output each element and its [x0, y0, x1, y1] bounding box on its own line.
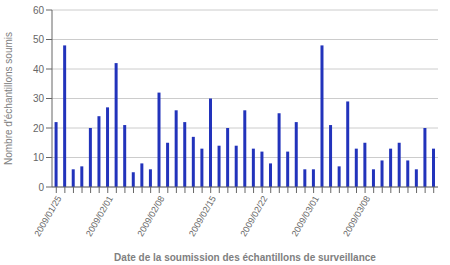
svg-text:Date de la soumission des écha: Date de la soumission des échantillons d… — [114, 252, 376, 263]
svg-text:10: 10 — [33, 152, 45, 163]
svg-text:2009/02/22: 2009/02/22 — [238, 194, 269, 238]
svg-text:2009/01/25: 2009/01/25 — [32, 194, 63, 238]
svg-text:2009/02/01: 2009/02/01 — [84, 194, 115, 238]
svg-text:2009/03/01: 2009/03/01 — [290, 194, 321, 238]
svg-text:0: 0 — [38, 182, 44, 193]
svg-text:50: 50 — [33, 34, 45, 45]
svg-text:2009/03/08: 2009/03/08 — [341, 194, 372, 238]
svg-text:30: 30 — [33, 93, 45, 104]
svg-text:60: 60 — [33, 5, 45, 16]
svg-text:2009/02/15: 2009/02/15 — [187, 194, 218, 238]
svg-text:40: 40 — [33, 64, 45, 75]
svg-text:2009/02/08: 2009/02/08 — [135, 194, 166, 238]
svg-text:Nombre d'échantillons soumis: Nombre d'échantillons soumis — [8, 32, 14, 165]
svg-text:20: 20 — [33, 123, 45, 134]
